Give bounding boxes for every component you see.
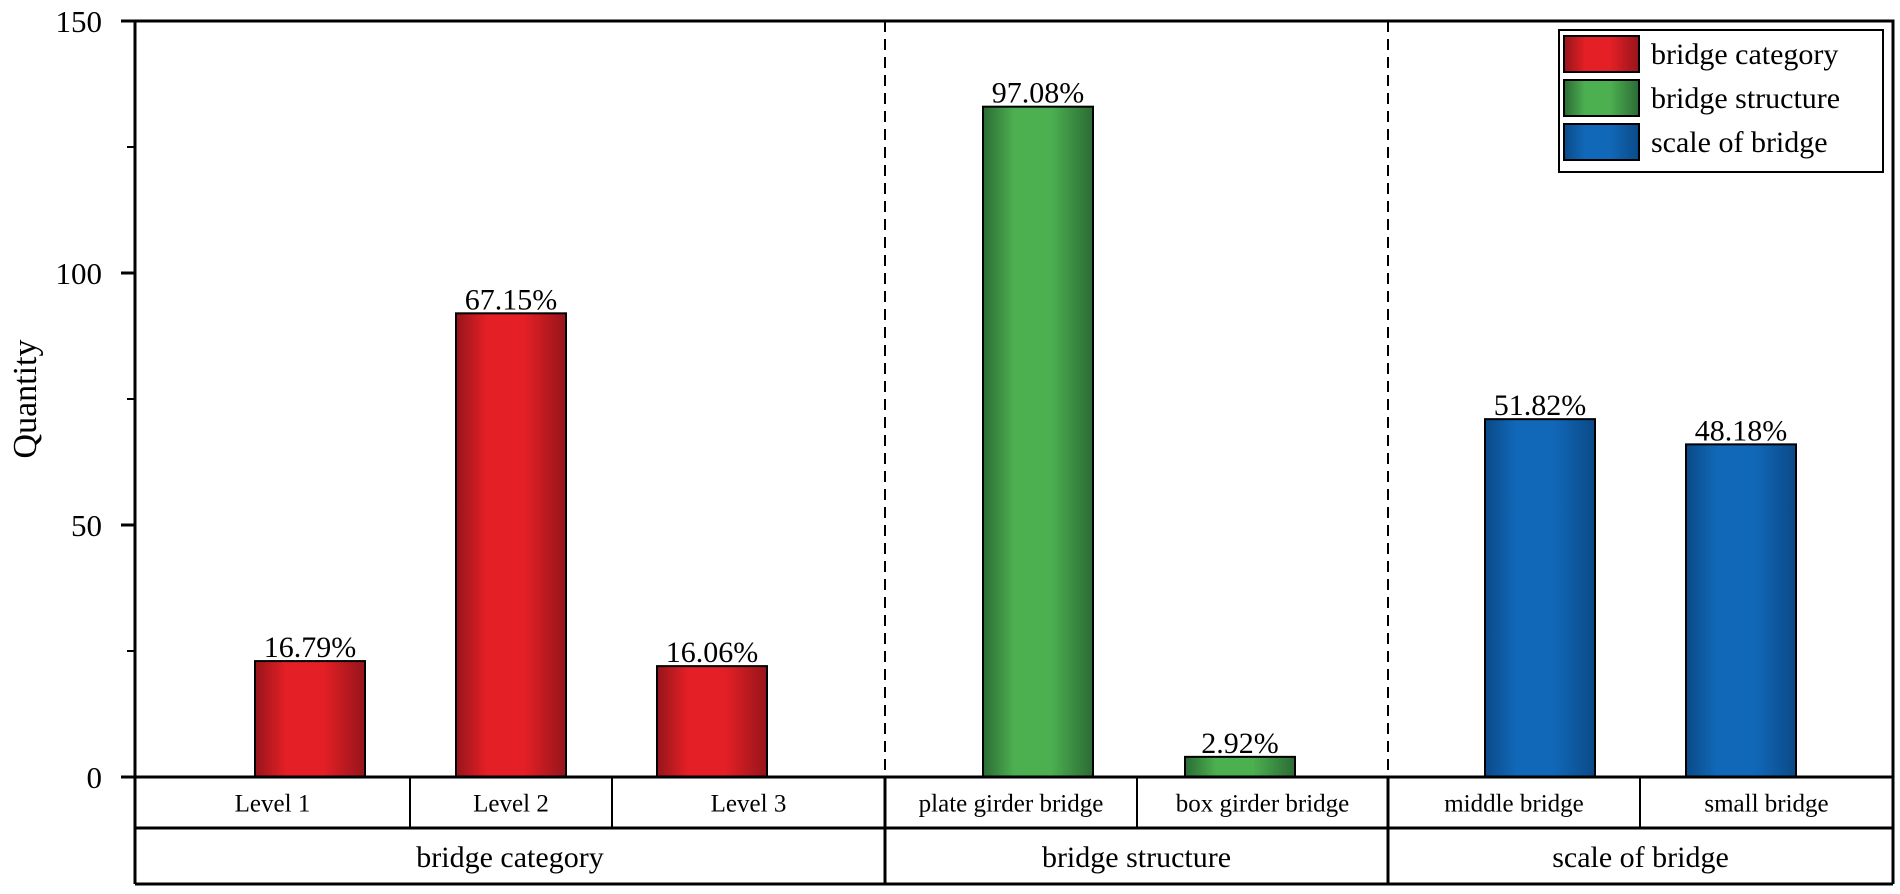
legend-label-scale-of-bridge: scale of bridge <box>1651 126 1828 159</box>
category-label-small-bridge: small bridge <box>1704 791 1828 818</box>
category-label-plate-girder-bridge: plate girder bridge <box>919 791 1104 818</box>
data-label-middle-bridge: 51.82% <box>1494 389 1587 422</box>
y-tick-label: 150 <box>56 4 103 39</box>
legend-swatch-bridge-category <box>1563 35 1640 73</box>
bar-plate-girder-bridge <box>982 105 1094 779</box>
bar-middle-bridge <box>1484 418 1596 778</box>
category-label-middle-bridge: middle bridge <box>1444 791 1584 818</box>
data-label-small-bridge: 48.18% <box>1695 414 1788 447</box>
data-label-level-3: 16.06% <box>666 636 759 669</box>
y-tick-label: 100 <box>56 256 103 291</box>
bar-small-bridge <box>1685 443 1797 778</box>
bar-level-2 <box>455 312 567 778</box>
group-label-scale-of-bridge: scale of bridge <box>1552 841 1729 874</box>
bar-box-girder-bridge <box>1184 755 1296 779</box>
category-label-box-girder-bridge: box girder bridge <box>1176 791 1350 818</box>
legend-label-bridge-category: bridge category <box>1651 38 1838 71</box>
legend-swatch-scale-of-bridge <box>1563 123 1640 161</box>
group-label-bridge-structure: bridge structure <box>1042 841 1231 874</box>
data-label-level-1: 16.79% <box>264 631 357 664</box>
data-label-plate-girder-bridge: 97.08% <box>992 77 1085 110</box>
group-label-bridge-category: bridge category <box>416 841 603 874</box>
category-label-level-2: Level 2 <box>473 791 549 818</box>
legend-swatch-bridge-structure <box>1563 79 1640 117</box>
legend-label-bridge-structure: bridge structure <box>1651 82 1840 115</box>
data-label-box-girder-bridge: 2.92% <box>1201 727 1279 760</box>
category-label-level-1: Level 1 <box>235 791 311 818</box>
bar-level-3 <box>656 665 768 778</box>
category-label-level-3: Level 3 <box>711 791 787 818</box>
plot-area: 16.79% 67.15% 16.06% 97.08% 2.92% 51.82% 48.18… <box>7 4 1895 886</box>
y-tick-label: 0 <box>87 760 103 795</box>
bar-level-1 <box>254 660 366 779</box>
data-label-level-2: 67.15% <box>465 283 558 316</box>
y-tick-label: 50 <box>71 508 102 543</box>
legend: bridge category bridge structure scale of … <box>1558 29 1884 173</box>
y-axis-title: Quantity <box>7 340 44 459</box>
